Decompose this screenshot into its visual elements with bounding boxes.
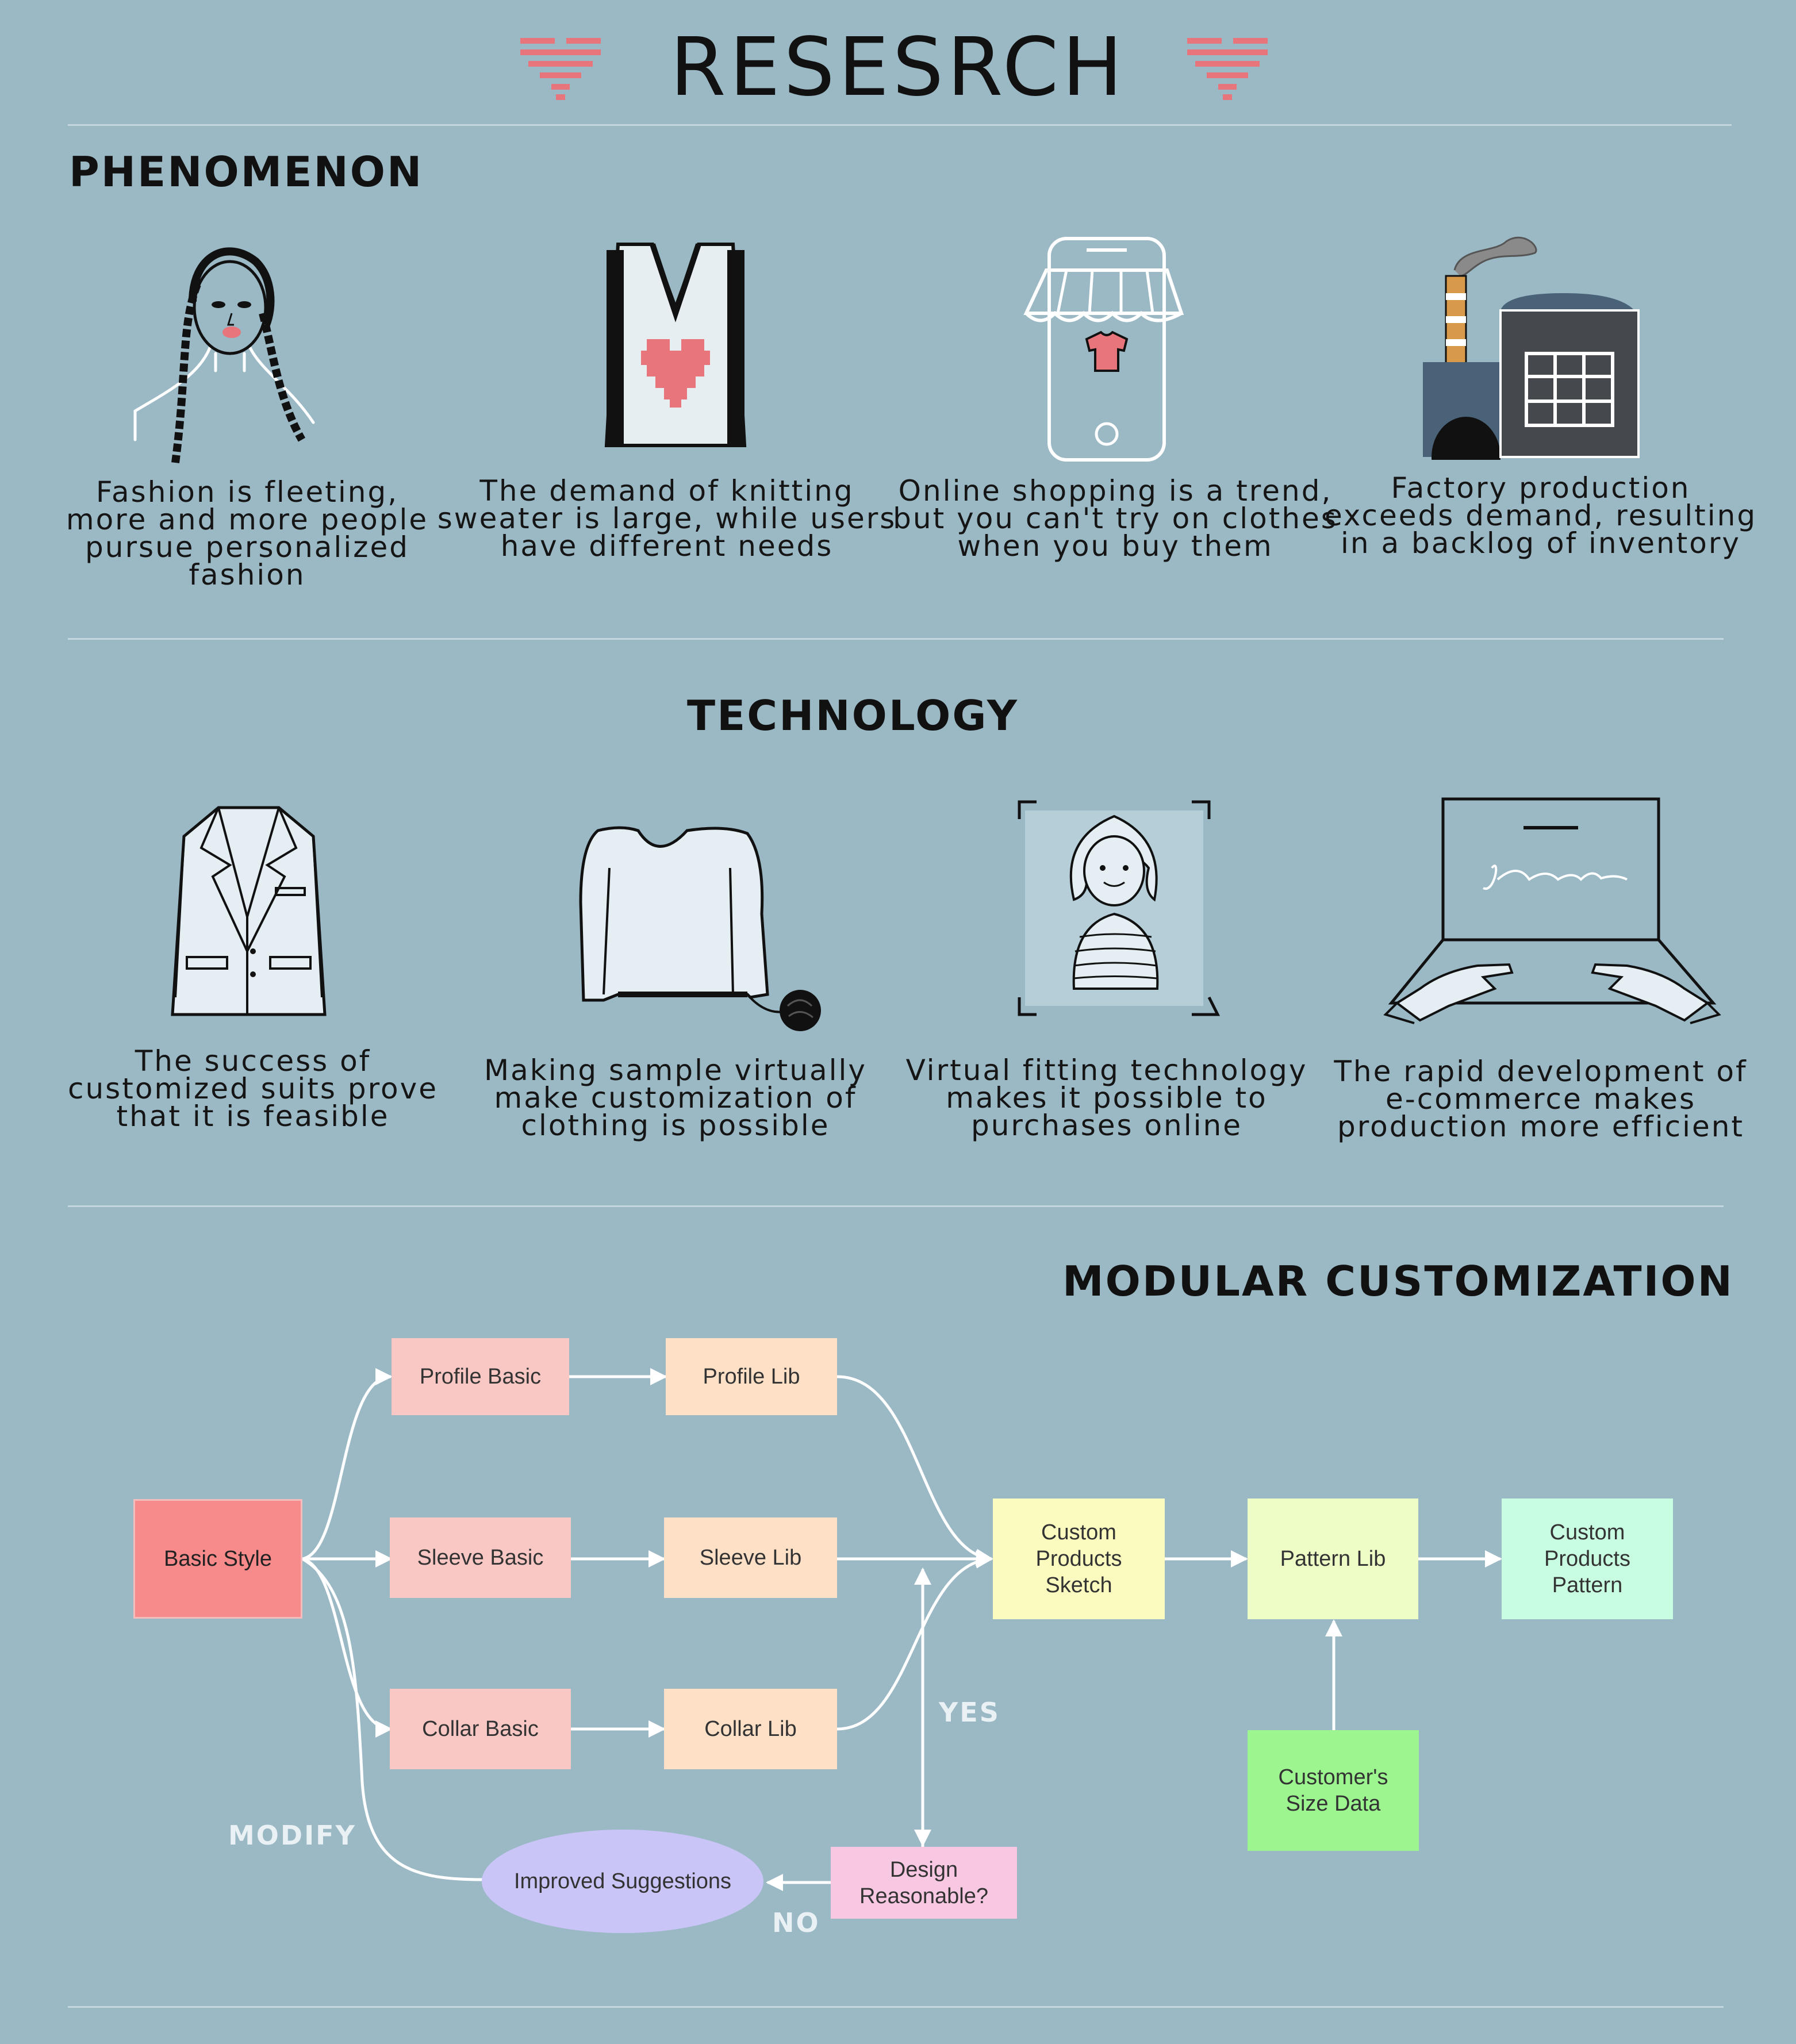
divider xyxy=(68,1205,1724,1207)
pixel-heart-icon xyxy=(520,38,601,100)
pattern-lib-node: Pattern Lib xyxy=(1248,1499,1418,1619)
customer-size-data-node: Customer's Size Data xyxy=(1248,1730,1419,1851)
sleeve-basic-node: Sleeve Basic xyxy=(390,1517,571,1598)
profile-basic-node: Profile Basic xyxy=(392,1338,569,1415)
phenomenon-caption-1: Fashion is fleeting, more and more peopl… xyxy=(66,475,429,591)
divider xyxy=(68,2006,1724,2008)
profile-lib-node: Profile Lib xyxy=(666,1338,837,1415)
technology-caption-2: Making sample virtually make customizati… xyxy=(484,1054,867,1142)
phone-shop-icon xyxy=(1023,237,1184,462)
yes-label: YES xyxy=(939,1697,1000,1728)
custom-products-pattern-node: Custom Products Pattern xyxy=(1502,1499,1673,1619)
section-heading-modular-customization: MODULAR CUSTOMIZATION xyxy=(1062,1257,1734,1305)
no-label: NO xyxy=(772,1907,820,1938)
collar-basic-node: Collar Basic xyxy=(390,1689,571,1769)
divider xyxy=(68,638,1724,640)
heart-sweater-icon xyxy=(604,243,747,447)
divider xyxy=(68,124,1732,126)
sleeve-lib-node: Sleeve Lib xyxy=(664,1517,837,1598)
section-heading-technology: TECHNOLOGY xyxy=(687,691,1019,740)
design-reasonable-node: Design Reasonable? xyxy=(831,1847,1017,1919)
virtual-fitting-icon xyxy=(1018,800,1221,1016)
virtual-sweater-icon xyxy=(579,826,821,1031)
phenomenon-caption-3: Online shopping is a trend, but you can'… xyxy=(893,474,1338,563)
factory-icon xyxy=(1423,236,1640,460)
suit-jacket-icon xyxy=(171,806,327,1016)
page-title: RESESRCH xyxy=(670,21,1126,114)
collar-lib-node: Collar Lib xyxy=(664,1689,837,1769)
improved-suggestions-node: Improved Suggestions xyxy=(482,1830,763,1933)
flow-connectors xyxy=(301,1368,1502,1891)
modify-label: MODIFY xyxy=(228,1820,356,1851)
laptop-typing-icon xyxy=(1383,797,1721,1024)
technology-caption-4: The rapid development of e-commerce make… xyxy=(1334,1055,1748,1143)
phenomenon-caption-4: Factory production exceeds demand, resul… xyxy=(1324,471,1757,560)
custom-products-sketch-node: Custom Products Sketch xyxy=(993,1499,1165,1619)
basic-style-node: Basic Style xyxy=(133,1499,302,1619)
technology-caption-3: Virtual fitting technology makes it poss… xyxy=(905,1054,1308,1142)
pixel-heart-icon xyxy=(1187,38,1268,100)
woman-braids-icon xyxy=(133,247,315,463)
phenomenon-caption-2: The demand of knitting sweater is large,… xyxy=(437,474,897,563)
technology-caption-1: The success of customized suits prove th… xyxy=(68,1044,438,1133)
section-heading-phenomenon: PHENOMENON xyxy=(69,148,424,196)
